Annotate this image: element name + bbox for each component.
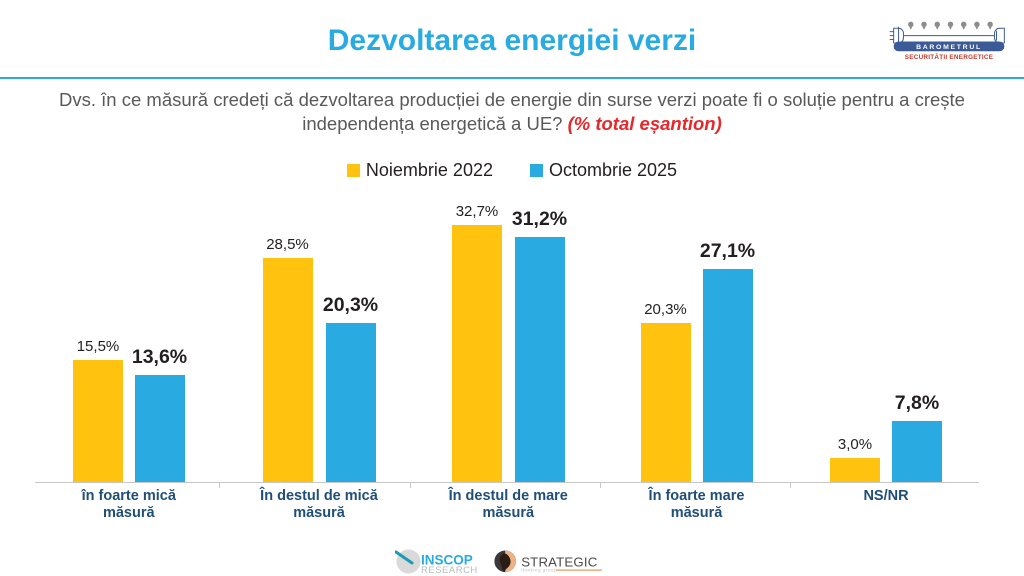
svg-text:RESEARCH: RESEARCH [421, 565, 478, 575]
svg-text:BAROMETRUL: BAROMETRUL [916, 44, 982, 51]
svg-text:STRATEGIC: STRATEGIC [521, 555, 598, 570]
svg-text:thinking group: thinking group [521, 568, 557, 574]
svg-text:SECURITĂȚII ENERGETICE: SECURITĂȚII ENERGETICE [905, 52, 993, 61]
